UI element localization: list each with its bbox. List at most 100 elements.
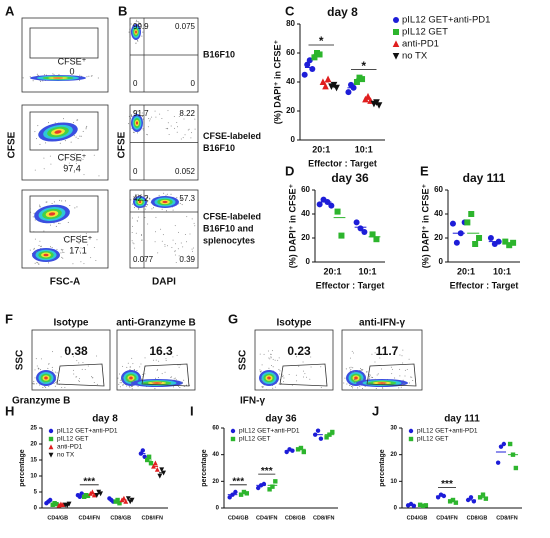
density-level xyxy=(48,212,56,216)
chart-title: day 36 xyxy=(265,414,297,425)
cell-dot xyxy=(92,377,94,379)
data-point xyxy=(301,71,308,78)
density-level xyxy=(54,130,62,134)
cell-dot xyxy=(175,379,177,381)
cell-dot xyxy=(149,198,151,200)
panel-label: A xyxy=(5,3,15,18)
cell-dot xyxy=(130,117,132,119)
data-point xyxy=(369,231,376,238)
x-tick-label: 20:1 xyxy=(323,266,341,276)
cell-dot xyxy=(32,382,34,384)
data-point xyxy=(304,61,311,68)
cell-dot xyxy=(80,247,82,249)
cell-dot xyxy=(168,134,170,136)
legend-marker xyxy=(392,40,400,47)
cell-dot xyxy=(185,384,187,386)
cell-dot xyxy=(55,381,57,383)
cell-dot xyxy=(361,369,363,371)
data-point xyxy=(468,495,474,500)
data-point xyxy=(373,236,380,243)
y-axis-label: percentage xyxy=(379,449,386,486)
cell-dot xyxy=(135,193,137,195)
cell-dot xyxy=(97,77,99,79)
data-point xyxy=(91,492,97,498)
cell-dot xyxy=(133,243,135,245)
cell-dot xyxy=(87,244,89,246)
cell-dot xyxy=(140,234,142,236)
data-point xyxy=(123,498,129,504)
cell-dot xyxy=(410,376,412,378)
cell-dot xyxy=(157,377,159,379)
cell-dot xyxy=(351,371,353,373)
significance-label: *** xyxy=(441,479,453,490)
quadrant-value: 99.9 xyxy=(133,22,149,31)
cell-dot xyxy=(349,367,351,369)
cell-dot xyxy=(180,197,182,199)
data-point xyxy=(498,444,504,449)
cell-dot xyxy=(174,225,176,227)
data-point xyxy=(472,241,479,247)
data-point xyxy=(353,219,360,226)
cell-dot xyxy=(303,370,305,372)
cell-dot xyxy=(171,246,173,248)
x-tick-label: CD8/GB xyxy=(285,515,306,521)
cell-dot xyxy=(166,245,168,247)
cell-dot xyxy=(91,376,93,378)
y-tick-label: 80 xyxy=(286,19,295,28)
quadrant-value: 8.22 xyxy=(179,109,195,118)
cell-dot xyxy=(140,194,142,196)
cell-dot xyxy=(179,387,181,389)
sample-label: B16F10 xyxy=(203,143,235,153)
data-point xyxy=(146,454,152,459)
cell-dot xyxy=(259,369,261,371)
cell-dot xyxy=(352,367,354,369)
data-point xyxy=(117,501,122,506)
cell-dot xyxy=(161,208,163,210)
chart-title: day 36 xyxy=(331,171,369,185)
cell-dot xyxy=(119,386,121,388)
cell-dot xyxy=(122,383,124,385)
data-point xyxy=(345,89,352,96)
cell-dot xyxy=(142,118,144,120)
cell-dot xyxy=(282,376,284,378)
x-tick-label: 20:1 xyxy=(312,144,330,154)
cell-dot xyxy=(53,74,55,76)
y-tick-label: 20 xyxy=(434,233,443,242)
cell-dot xyxy=(117,377,119,379)
cell-dot xyxy=(39,384,41,386)
cell-dot xyxy=(138,208,140,210)
density-cloud xyxy=(129,193,151,210)
gate-name: CFSE⁺ xyxy=(58,152,87,162)
cell-dot xyxy=(61,386,63,388)
cell-dot xyxy=(131,240,133,242)
cell-dot xyxy=(54,371,56,373)
cell-dot xyxy=(39,205,41,207)
cell-dot xyxy=(33,248,35,250)
cell-dot xyxy=(278,369,280,371)
cell-dot xyxy=(165,210,167,212)
axis-label: SSC xyxy=(15,350,26,371)
cell-dot xyxy=(131,114,133,116)
cell-dot xyxy=(174,127,176,129)
legend-label: pIL12 GET xyxy=(239,436,270,443)
cell-dot xyxy=(363,374,365,376)
cell-dot xyxy=(132,363,134,365)
y-tick-label: 60 xyxy=(434,185,443,194)
cell-dot xyxy=(180,242,182,244)
gate-value: 17.1 xyxy=(69,245,87,255)
cell-dot xyxy=(399,375,401,377)
cell-dot xyxy=(129,368,131,370)
cell-dot xyxy=(91,75,93,77)
cell-dot xyxy=(63,118,65,120)
plot-title: anti-IFN-γ xyxy=(359,318,406,329)
data-point xyxy=(375,102,383,109)
cell-dot xyxy=(79,135,81,137)
cell-dot xyxy=(186,216,188,218)
cell-dot xyxy=(404,375,406,377)
cell-dot xyxy=(38,245,40,247)
cell-dot xyxy=(62,257,64,259)
cell-dot xyxy=(362,378,364,380)
density-level xyxy=(129,376,133,380)
cell-dot xyxy=(145,206,147,208)
cell-dot xyxy=(310,366,312,368)
